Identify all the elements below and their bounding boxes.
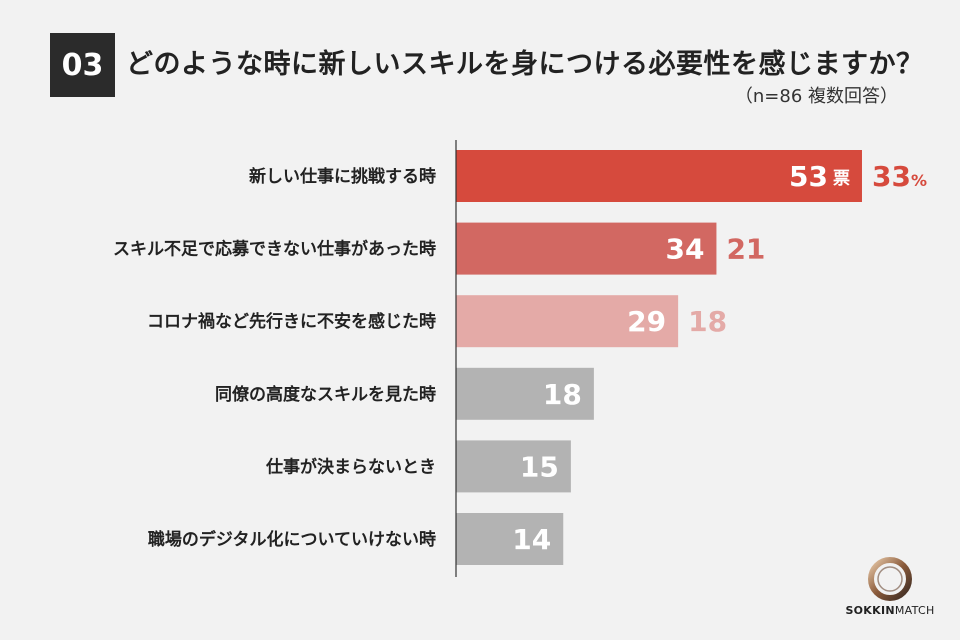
value-unit-label: 票 <box>833 169 850 189</box>
bar <box>456 222 717 275</box>
category-label: スキル不足で応募できない仕事があった時 <box>113 239 436 260</box>
logo-text-bold: SOKKIN <box>845 604 895 617</box>
percent-label: 18 <box>688 305 727 338</box>
chart-title: どのような時に新しいスキルを身につける必要性を感じますか？ <box>126 49 924 80</box>
bar <box>456 367 594 420</box>
category-label: 職場のデジタル化についていけない時 <box>148 529 436 550</box>
value-label: 29 <box>627 305 666 338</box>
logo-text: SOKKINMATCH <box>845 604 934 617</box>
bar <box>456 150 862 202</box>
percent-value: 21 <box>726 233 765 266</box>
percent-value: 33 <box>872 160 911 193</box>
bar <box>456 440 571 493</box>
category-label: 新しい仕事に挑戦する時 <box>249 166 436 187</box>
category-label: 仕事が決まらないとき <box>265 456 436 477</box>
bar <box>456 295 679 348</box>
value-label: 34 <box>665 233 704 266</box>
sokkinmatch-logo: SOKKINMATCH <box>840 556 940 617</box>
value-label: 14 <box>512 523 551 556</box>
value-label: 18 <box>543 378 582 411</box>
percent-value: 18 <box>688 305 727 338</box>
logo-ring-icon <box>868 557 912 601</box>
bar <box>456 513 564 565</box>
chart-subtitle: （n=86 複数回答） <box>734 86 898 107</box>
percent-unit: % <box>911 171 927 190</box>
value-label: 53 <box>789 160 828 193</box>
category-label: 同僚の高度なスキルを見た時 <box>215 384 436 405</box>
question-number-badge: 03 <box>50 33 115 97</box>
percent-label: 33% <box>872 160 927 193</box>
logo-text-light: MATCH <box>894 604 935 617</box>
value-label: 15 <box>520 450 559 483</box>
percent-label: 21 <box>726 233 765 266</box>
category-label: コロナ禍など先行きに不安を感じた時 <box>147 311 436 332</box>
question-number: 03 <box>61 47 104 83</box>
